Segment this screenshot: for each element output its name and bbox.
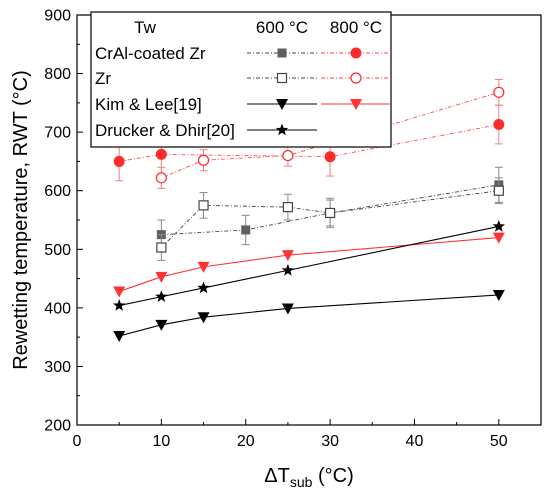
legend-sample-marker — [350, 99, 362, 110]
data-point — [493, 119, 505, 131]
x-tick-label: 10 — [152, 433, 170, 450]
legend-box — [90, 11, 392, 148]
y-tick-label: 800 — [44, 66, 71, 83]
data-point — [113, 330, 126, 342]
series-line-4 — [119, 294, 499, 337]
data-point — [197, 154, 210, 166]
data-point — [155, 172, 167, 184]
y-axis-title: Rewetting temperature, RWT (°C) — [10, 70, 32, 370]
data-point — [324, 207, 336, 219]
data-point — [155, 271, 168, 283]
data-point — [197, 312, 210, 324]
y-tick-label: 600 — [44, 183, 71, 200]
data-point — [113, 155, 125, 167]
x-axis-title: ΔTsub (°C) — [264, 465, 353, 490]
legend-column-800: 800 °C — [330, 18, 382, 37]
data-point — [113, 286, 126, 298]
axes-layer: 0 10 20 30 40 50 200 300 400 500 600 700 800 900 — [44, 8, 508, 451]
y-tick-label: 500 — [44, 242, 71, 259]
data-point — [492, 232, 505, 244]
legend-samples — [247, 47, 391, 136]
y-tick-label: 900 — [44, 8, 71, 25]
data-point — [155, 290, 168, 302]
y-tick-label: 300 — [44, 359, 71, 376]
legend-sample-marker — [276, 72, 288, 84]
data-point — [492, 289, 505, 301]
legend-row-label-zr: Zr — [95, 69, 111, 88]
series-line-0 — [161, 184, 499, 236]
legend-sample-marker — [350, 47, 362, 59]
data-point — [493, 185, 504, 196]
y-tick-label: 200 — [44, 418, 71, 435]
x-axis-title-subscript: sub — [290, 474, 313, 490]
data-point — [282, 149, 294, 162]
legend-column-600: 600 °C — [256, 18, 308, 37]
data-point — [493, 86, 505, 98]
data-point — [281, 303, 294, 315]
data-point — [197, 261, 210, 273]
x-tick-label: 50 — [490, 433, 508, 450]
data-point — [155, 319, 168, 331]
data-point — [281, 250, 294, 262]
data-point — [241, 225, 251, 235]
x-axis-title-main: ΔT — [264, 465, 290, 487]
data-point — [492, 219, 505, 232]
data-point — [155, 148, 167, 160]
data-point — [198, 200, 209, 211]
legend-row-label-drucker-dhir: Drucker & Dhir[20] — [95, 121, 235, 140]
legend: Tw 600 °C 800 °C CrAl-coated Zr Zr Kim &… — [90, 11, 392, 148]
legend-sample-marker — [275, 123, 289, 136]
y-tick-label: 700 — [44, 125, 71, 142]
y-tick-label: 400 — [44, 300, 71, 317]
legend-row-label-crAl-zr: CrAl-coated Zr — [95, 44, 206, 63]
x-tick-label: 30 — [321, 433, 339, 450]
data-point — [281, 263, 295, 276]
data-point — [197, 281, 210, 294]
x-tick-label: 0 — [73, 433, 82, 450]
series-line-1 — [119, 124, 499, 162]
x-tick-label: 20 — [237, 433, 255, 450]
legend-row-label-kim-lee: Kim & Lee[19] — [95, 95, 202, 114]
x-tick-label: 40 — [406, 433, 424, 450]
legend-sample-marker — [350, 72, 362, 84]
series-line-6 — [119, 225, 499, 307]
legend-sample-marker — [276, 99, 288, 110]
legend-header: Tw — [134, 18, 156, 37]
legend-sample-marker — [277, 48, 287, 58]
data-point — [156, 242, 167, 253]
series-line-5 — [118, 237, 499, 292]
series-line-3 — [161, 91, 499, 179]
data-point — [324, 151, 336, 163]
x-axis-title-unit: (°C) — [312, 465, 353, 487]
data-point — [282, 202, 294, 213]
data-point — [113, 299, 126, 311]
